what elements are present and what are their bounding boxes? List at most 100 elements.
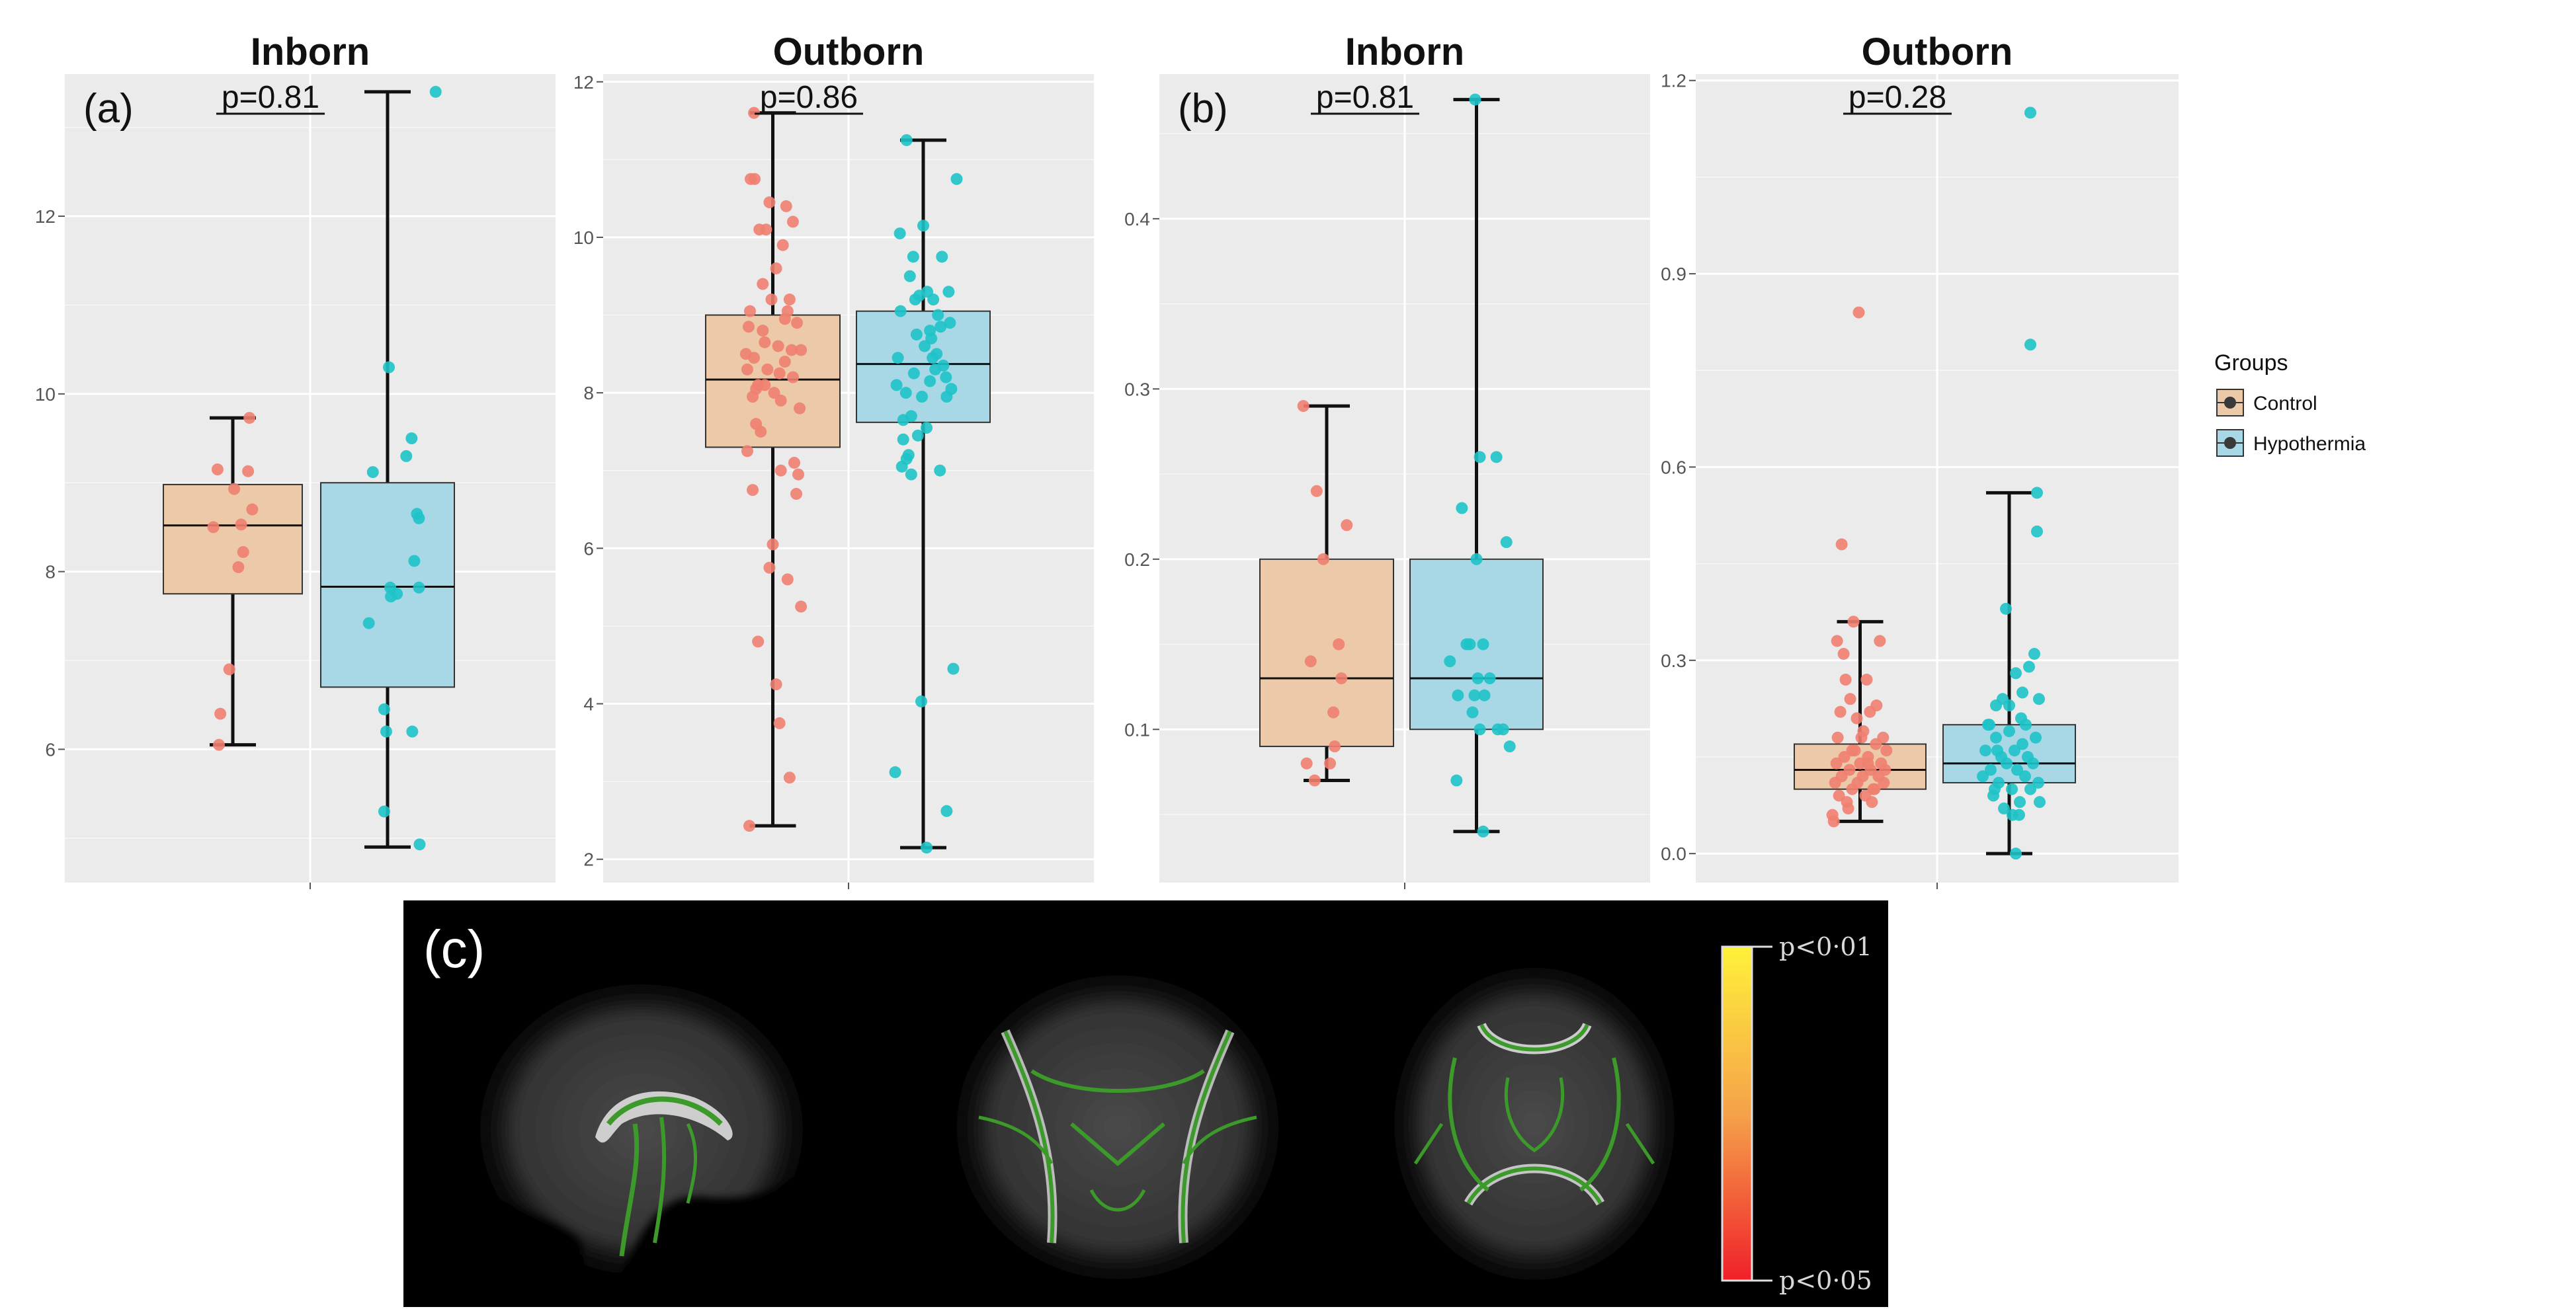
data-point-control [1852,306,1865,319]
data-point-control [770,678,782,691]
mri-panel: (c) [403,900,1888,1307]
data-point-hypothermia [921,842,933,854]
data-point-hypothermia [1985,764,1997,776]
data-point-hypothermia [1979,744,1991,757]
data-point-control [1833,789,1845,802]
data-point-control [1843,764,1856,776]
data-point-control [242,465,255,477]
data-point-hypothermia [893,227,906,240]
y-tick-label: 0.9 [1661,264,1686,284]
data-point-control [778,313,791,325]
data-point-hypothermia [2023,660,2035,673]
data-point-control [748,106,761,119]
data-point-control [1831,731,1844,744]
data-point-control [1300,757,1313,770]
data-point-control [783,772,796,784]
panel-label: (a) [83,86,134,132]
data-point-hypothermia [429,85,442,98]
data-point-control [235,518,247,531]
data-point-hypothermia [2003,699,2015,712]
y-tick-label: 0.6 [1661,457,1686,477]
data-point-control [743,820,755,832]
mri-panel-label: (c) [423,920,485,978]
data-point-control [774,394,787,407]
data-point-hypothermia [950,173,963,185]
data-point-control [770,262,782,274]
data-point-control [1860,674,1873,686]
data-point-hypothermia [1998,802,2010,814]
data-point-hypothermia [935,321,947,333]
data-point-hypothermia [2016,738,2028,750]
data-point-control [1837,648,1850,660]
data-point-control [786,371,799,383]
data-point-hypothermia [910,328,923,340]
data-point-hypothermia [405,432,418,445]
data-point-hypothermia [907,251,919,263]
data-point-hypothermia [1472,672,1484,685]
data-point-control [1329,740,1341,753]
data-point-control [228,483,241,495]
y-tick-label: 10 [573,227,594,248]
data-point-control [1838,750,1850,763]
data-point-hypothermia [909,294,921,306]
y-tick-label: 10 [35,384,56,405]
data-point-control [1847,615,1860,628]
data-point-hypothermia [917,219,929,232]
data-point-control [773,367,786,379]
data-point-hypothermia [362,617,375,629]
data-point-control [214,707,227,720]
data-point-hypothermia [406,725,419,738]
data-point-hypothermia [2009,744,2020,757]
data-point-hypothermia [378,703,390,715]
data-point-control [243,412,256,424]
data-point-control [1874,635,1886,647]
data-point-hypothermia [2003,725,2015,737]
data-point-hypothermia [911,429,924,442]
box-hypothermia [856,134,991,854]
data-point-control [1834,705,1847,718]
data-point-control [741,363,753,376]
data-point-hypothermia [383,361,395,374]
data-point-control [774,464,787,477]
y-tick-label: 0.3 [1661,651,1686,671]
data-point-hypothermia [1503,740,1516,753]
data-point-hypothermia [1469,93,1481,106]
data-point-hypothermia [2016,686,2028,699]
panel-label: (b) [1178,86,1228,132]
data-point-hypothermia [915,391,928,403]
data-point-hypothermia [927,294,940,306]
data-point-hypothermia [934,464,946,477]
data-point-control [752,635,765,648]
data-point-hypothermia [897,414,909,426]
data-point-hypothermia [915,695,927,708]
data-point-hypothermia [2027,757,2039,770]
data-point-control [1868,783,1881,795]
data-point-control [1855,731,1868,744]
data-point-hypothermia [1477,638,1489,651]
data-point-control [759,336,771,348]
data-point-hypothermia [900,134,913,146]
data-point-hypothermia [944,317,956,329]
data-point-hypothermia [2031,525,2043,537]
data-point-hypothermia [936,251,948,263]
data-point-control [1870,699,1883,712]
box-iqr [856,310,991,423]
p-value-label: p=0.86 [760,80,858,115]
data-point-control [1866,796,1878,809]
data-point-hypothermia [931,348,943,360]
data-point-hypothermia [947,662,960,675]
data-point-control [207,521,220,534]
data-point-hypothermia [2011,764,2023,776]
data-point-hypothermia [903,270,916,282]
box-hypothermia [1942,106,2076,860]
data-point-hypothermia [1468,689,1481,701]
data-point-hypothermia [905,468,917,481]
box-iqr [163,483,303,595]
data-point-control [776,239,789,251]
data-point-hypothermia [1500,536,1513,549]
data-point-control [763,196,776,209]
data-point-hypothermia [366,466,379,479]
data-point-hypothermia [413,512,425,524]
data-point-hypothermia [408,555,421,567]
data-point-hypothermia [2010,667,2022,680]
